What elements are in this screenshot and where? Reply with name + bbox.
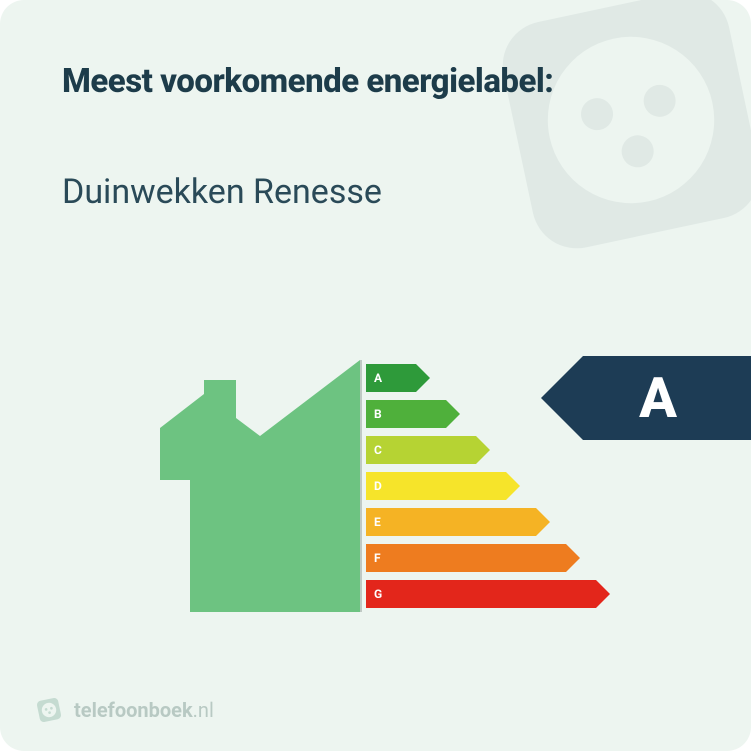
bar: D xyxy=(366,472,506,500)
bar: A xyxy=(366,364,416,392)
energy-bar-g: G xyxy=(366,576,596,612)
bar-label: A xyxy=(374,371,382,385)
bar: F xyxy=(366,544,566,572)
badge-body: A xyxy=(583,356,751,440)
chart-divider xyxy=(360,360,362,612)
energy-bar-e: E xyxy=(366,504,596,540)
footer-logo-icon xyxy=(34,695,64,725)
bar-label: C xyxy=(374,443,382,457)
footer: telefoonboek.nl xyxy=(34,695,214,725)
energy-chart: A B C D E F G xyxy=(160,360,600,620)
badge-arrow xyxy=(541,356,583,440)
selected-label-badge: A xyxy=(541,356,751,440)
bar: B xyxy=(366,400,446,428)
page-title: Meest voorkomende energielabel: xyxy=(62,62,553,101)
bar-label: D xyxy=(374,479,382,493)
energy-bar-d: D xyxy=(366,468,596,504)
badge-letter: A xyxy=(639,365,677,431)
watermark xyxy=(471,0,751,284)
bar: C xyxy=(366,436,476,464)
bar: G xyxy=(366,580,596,608)
footer-brand-light: .nl xyxy=(193,698,214,722)
bar-label: E xyxy=(374,515,381,529)
bar-label: F xyxy=(374,551,381,565)
footer-brand: telefoonboek.nl xyxy=(74,698,214,722)
bar-label: G xyxy=(374,587,382,601)
bar-label: B xyxy=(374,407,382,421)
energy-label-card: Meest voorkomende energielabel: Duinwekk… xyxy=(0,0,751,751)
location-name: Duinwekken Renesse xyxy=(62,172,382,212)
bar: E xyxy=(366,508,536,536)
house-icon xyxy=(160,360,360,612)
energy-bar-f: F xyxy=(366,540,596,576)
footer-brand-bold: telefoonboek xyxy=(74,698,193,722)
